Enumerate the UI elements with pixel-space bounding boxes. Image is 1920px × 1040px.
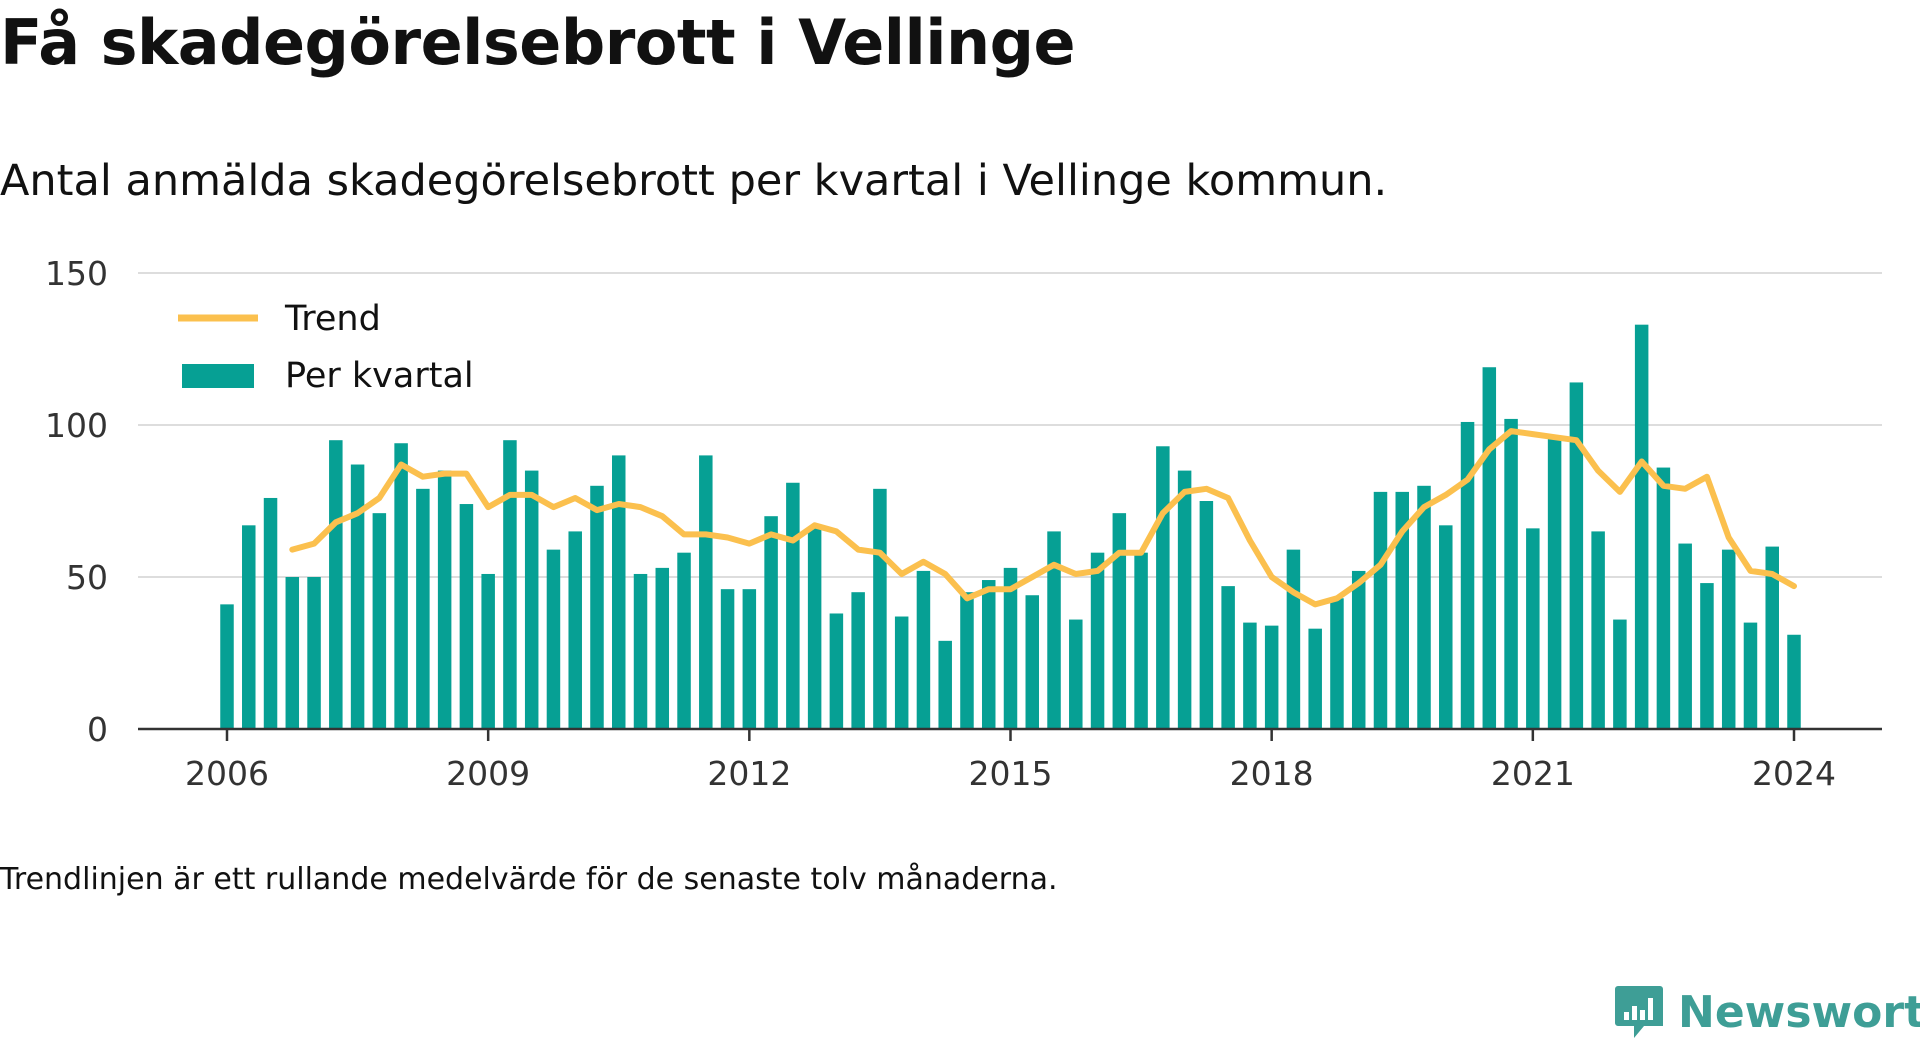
bar: [851, 592, 865, 729]
y-tick-label: 150: [45, 254, 108, 293]
bar: [873, 488, 887, 729]
bar: [1460, 421, 1475, 729]
chart-footnote: Trendlinjen är ett rullande medelvärde f…: [0, 862, 1058, 897]
bar: [1069, 619, 1083, 729]
bar: [916, 570, 931, 729]
bar: [1439, 525, 1453, 729]
y-tick-label: 50: [66, 558, 108, 597]
bar: [1156, 446, 1170, 729]
bar: [1243, 622, 1257, 729]
legend-bars-label: Per kvartal: [285, 356, 474, 396]
x-tick-label: 2015: [969, 754, 1053, 793]
bar: [329, 440, 343, 729]
bar: [1199, 501, 1214, 729]
bar: [786, 482, 800, 729]
bar: [1286, 549, 1301, 729]
y-tick-label: 100: [45, 406, 108, 445]
x-tick-label: 2018: [1230, 754, 1314, 793]
bar: [938, 640, 952, 729]
bar: [960, 592, 974, 729]
brand-logo: Newsworthy: [1614, 984, 1920, 1040]
bar: [807, 528, 822, 729]
bar: [1003, 567, 1018, 729]
bar: [481, 573, 495, 729]
bar: [1765, 546, 1779, 729]
x-tick-label: 2024: [1752, 754, 1836, 793]
bar: [655, 567, 670, 729]
x-tick-label: 2006: [185, 754, 269, 793]
bar: [1134, 552, 1148, 729]
bar: [1613, 619, 1627, 729]
bar: [1090, 552, 1105, 729]
chart-legend: Trend Per kvartal: [178, 299, 474, 396]
bar: [1417, 485, 1431, 729]
legend-bars-swatch: [182, 364, 254, 388]
bar: [1743, 622, 1758, 729]
bar: [894, 616, 909, 729]
brand-name: Newsworthy: [1678, 986, 1920, 1038]
bar: [720, 589, 735, 729]
bar: [1656, 467, 1671, 729]
bar: [633, 573, 648, 729]
bar: [1330, 598, 1344, 729]
bar: [1634, 324, 1649, 729]
bar: [677, 552, 691, 729]
bar: [1547, 437, 1562, 729]
bar: [503, 440, 517, 729]
bar: [416, 488, 430, 729]
trend-line: [289, 428, 1797, 608]
bar: [1047, 531, 1061, 729]
bar: [1373, 491, 1388, 729]
bar: [829, 613, 844, 729]
bar: [1221, 586, 1235, 729]
bar: [350, 464, 365, 729]
bar: [1482, 367, 1497, 729]
bar: [1678, 543, 1692, 729]
bar: [242, 525, 256, 729]
bar: [699, 455, 713, 729]
bar: [1569, 382, 1584, 729]
legend-trend-label: Trend: [284, 299, 381, 339]
bar: [742, 589, 757, 729]
bar: [285, 577, 300, 729]
bar: [307, 577, 321, 729]
bar: [1112, 513, 1127, 729]
bar: [459, 504, 474, 729]
bar: [1526, 528, 1540, 729]
bar: [1395, 491, 1409, 729]
bar: [394, 443, 408, 729]
bar: [437, 470, 452, 729]
chart-title: Få skadegörelsebrott i Vellinge: [0, 6, 1076, 79]
x-tick-label: 2021: [1491, 754, 1575, 793]
bar: [1351, 570, 1366, 729]
bar: [568, 531, 582, 729]
y-tick-label: 0: [87, 710, 108, 749]
bar: [524, 470, 539, 729]
bar: [220, 604, 234, 729]
bar: [546, 549, 561, 729]
bar: [1264, 625, 1279, 729]
bar: [263, 497, 278, 729]
bar: [1025, 595, 1040, 729]
bar: [981, 580, 996, 729]
newsworthy-logo-icon: [1615, 986, 1663, 1038]
axis-layer: 0 50 100 150 2006 2009 2012 2015 2018 2021 2024: [45, 254, 1882, 793]
bar: [372, 513, 387, 729]
bar: [590, 485, 604, 729]
bar: [1308, 628, 1322, 729]
trend-layer: [289, 428, 1797, 608]
bar: [1787, 634, 1801, 729]
bar: [764, 516, 778, 729]
bar: [1591, 531, 1605, 729]
bar: [1721, 549, 1736, 729]
bar: [1177, 470, 1192, 729]
bar: [1700, 583, 1714, 729]
bar: [612, 455, 626, 729]
x-tick-label: 2012: [707, 754, 791, 793]
bars-layer: [220, 324, 1801, 729]
chart-subtitle: Antal anmälda skadegörelsebrott per kvar…: [0, 156, 1388, 206]
x-tick-label: 2009: [446, 754, 530, 793]
bar: [1504, 418, 1518, 729]
